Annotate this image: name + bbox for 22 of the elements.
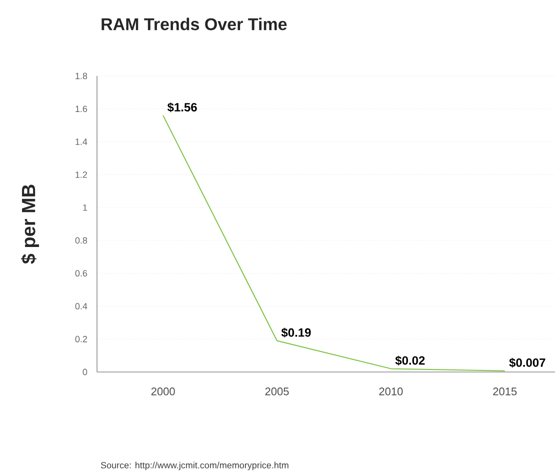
- y-tick-label: 0.8: [75, 237, 88, 244]
- x-tick-label: 2010: [379, 388, 403, 396]
- chart-title: RAM Trends Over Time: [102, 18, 287, 30]
- y-tick-label: 1.6: [76, 106, 88, 112]
- data-label: $0.02: [395, 356, 425, 366]
- y-tick-label: 0.2: [75, 336, 88, 342]
- x-tick-label: 2000: [151, 388, 175, 396]
- y-tick-label: 1.2: [76, 172, 88, 178]
- y-tick-label: 0.6: [75, 270, 88, 277]
- data-label: $0.007: [509, 358, 546, 368]
- x-tick-label: 2005: [265, 388, 289, 396]
- x-tick-label: 2015: [493, 388, 517, 396]
- y-tick-label: 1.8: [76, 72, 88, 80]
- data-label: $0.19: [281, 328, 311, 338]
- line-series: [162, 114, 506, 372]
- data-label: $1.56: [167, 102, 197, 112]
- y-tick-label: 1.4: [76, 138, 88, 145]
- source-note: Source: http://www.jcmit.com/memoryprice.htm: [100, 462, 288, 470]
- y-tick-label: 0.4: [75, 303, 88, 310]
- y-tick-label: 0: [82, 368, 88, 376]
- y-tick-label: 1: [83, 204, 88, 211]
- y-axis-title: $ per MB: [20, 184, 40, 264]
